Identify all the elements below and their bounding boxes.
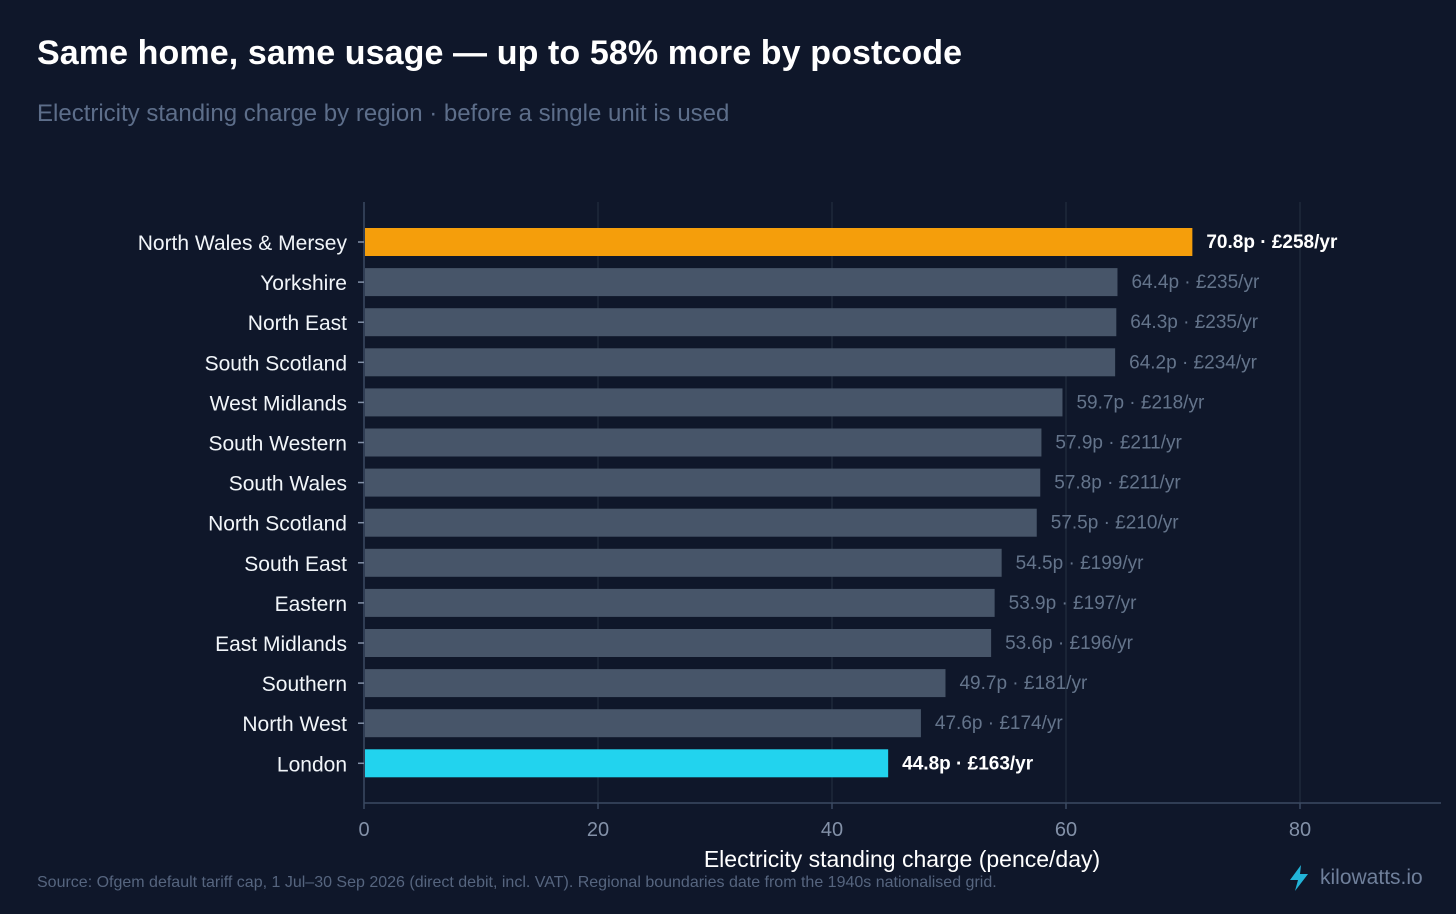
bar	[365, 508, 1037, 537]
x-axis-title: Electricity standing charge (pence/day)	[704, 846, 1100, 872]
value-label: 53.6p · £196/yr	[1005, 633, 1133, 654]
bar	[365, 709, 921, 738]
bar	[365, 669, 946, 698]
value-label: 54.5p · £199/yr	[1016, 553, 1144, 574]
category-label: Southern	[262, 673, 347, 696]
bar	[365, 749, 889, 778]
value-label: 44.8p · £163/yr	[902, 753, 1034, 774]
category-label: London	[277, 753, 347, 776]
category-label: South East	[244, 553, 347, 576]
category-label: North East	[248, 312, 347, 335]
value-label: 53.9p · £197/yr	[1009, 593, 1137, 614]
value-label: 64.2p · £234/yr	[1129, 352, 1257, 373]
category-label: North West	[242, 713, 347, 736]
bar	[365, 268, 1118, 297]
category-label: Yorkshire	[260, 272, 347, 295]
chart-subtitle: Electricity standing charge by region · …	[37, 100, 730, 127]
category-label: North Scotland	[208, 513, 347, 536]
brand-name: kilowatts.io	[1320, 866, 1423, 889]
bar	[365, 348, 1116, 377]
category-label: South Wales	[229, 473, 347, 496]
category-label: West Midlands	[210, 392, 347, 415]
value-label: 57.8p · £211/yr	[1054, 473, 1181, 494]
x-tick-label-60: 60	[1055, 819, 1077, 841]
bar	[365, 308, 1117, 337]
chart-title: Same home, same usage — up to 58% more b…	[37, 34, 963, 72]
category-label: Eastern	[275, 593, 347, 616]
value-label: 64.4p · £235/yr	[1131, 272, 1259, 293]
x-tick-label-20: 20	[587, 819, 609, 841]
bar	[365, 228, 1193, 256]
x-tick-label-80: 80	[1289, 819, 1311, 841]
lightning-bolt-icon	[1290, 865, 1308, 891]
category-label: South Scotland	[205, 352, 347, 375]
value-label: 47.6p · £174/yr	[935, 713, 1063, 734]
bar	[365, 629, 992, 657]
x-tick-label-0: 0	[358, 819, 369, 841]
bar	[365, 388, 1063, 417]
bar	[365, 588, 995, 617]
value-label: 57.9p · £211/yr	[1055, 433, 1182, 454]
value-label: 57.5p · £210/yr	[1051, 513, 1179, 534]
category-label: East Midlands	[215, 633, 347, 656]
bar	[365, 548, 1002, 577]
brand[interactable]: kilowatts.io	[1288, 864, 1423, 892]
value-label: 64.3p · £235/yr	[1130, 312, 1258, 333]
category-label: South Western	[208, 433, 347, 456]
value-label: 49.7p · £181/yr	[959, 673, 1087, 694]
source-note: Source: Ofgem default tariff cap, 1 Jul–…	[37, 874, 997, 891]
category-label: North Wales & Mersey	[138, 232, 348, 255]
value-label: 59.7p · £218/yr	[1076, 392, 1204, 413]
bar	[365, 428, 1042, 457]
x-tick-label-40: 40	[821, 819, 843, 841]
bar	[365, 468, 1041, 497]
value-label: 70.8p · £258/yr	[1206, 232, 1338, 253]
